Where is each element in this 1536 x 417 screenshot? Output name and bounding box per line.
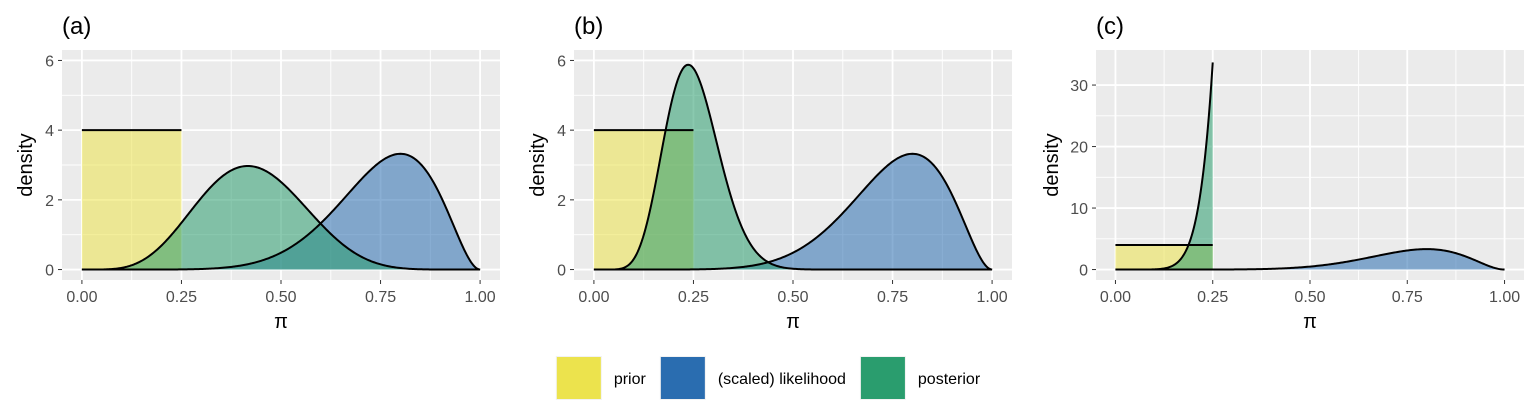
legend-swatch-prior — [556, 357, 601, 399]
x-tick-label: 0.50 — [777, 289, 808, 306]
y-axis-label: density — [1041, 133, 1063, 196]
series-line-posterior — [1115, 62, 1214, 271]
y-axis-label: density — [15, 133, 37, 196]
x-tick-label: 0.75 — [877, 289, 908, 306]
legend-item-posterior: posterior — [859, 356, 981, 400]
series-area-scaled-likelihood — [1115, 249, 1505, 270]
series-area-scaled-likelihood — [593, 153, 993, 270]
y-tick-label: 30 — [1070, 78, 1088, 95]
legend-swatch-posterior — [860, 357, 905, 399]
x-axis-label: π — [1303, 311, 1317, 333]
y-axis-label: density — [527, 133, 549, 196]
series-line-posterior — [593, 63, 993, 271]
series-area-posterior — [593, 64, 993, 270]
y-tick-label: 0 — [1079, 263, 1088, 280]
x-axis-label: π — [786, 311, 800, 333]
legend-label-posterior: posterior — [918, 371, 981, 388]
legend-label-likelihood: (scaled) likelihood — [718, 371, 846, 388]
y-tick-label: 6 — [45, 53, 54, 70]
legend-label-prior: prior — [614, 371, 647, 388]
x-tick-label: 0.25 — [678, 289, 709, 306]
panel-title: (b) — [574, 13, 603, 40]
legend: prior (scaled) likelihood posterior — [555, 356, 981, 400]
x-tick-label: 0.50 — [265, 289, 296, 306]
x-tick-label: 0.00 — [578, 289, 609, 306]
series-line-scaled-likelihood — [593, 152, 993, 271]
series-area-prior — [81, 130, 182, 270]
y-tick-label: 0 — [45, 263, 54, 280]
x-tick-label: 1.00 — [465, 289, 496, 306]
panel-c: 0.00 0.25 0.50 0.75 1.00 0 10 20 30 π density (c) — [1041, 13, 1524, 333]
series-line-scaled-likelihood — [1115, 248, 1505, 271]
x-tick-label: 0.75 — [1392, 289, 1423, 306]
y-tick-label: 6 — [557, 53, 566, 70]
y-tick-label: 4 — [45, 123, 54, 140]
x-tick-label: 0.00 — [1100, 289, 1131, 306]
series-area-posterior — [1115, 62, 1213, 270]
series-line-scaled-likelihood — [81, 152, 481, 271]
panel-a: 0.00 0.25 0.50 0.75 1.00 0 2 4 6 π density (a) — [15, 13, 500, 333]
series-area-scaled-likelihood — [81, 153, 481, 270]
legend-item-likelihood: (scaled) likelihood — [659, 356, 846, 400]
x-tick-label: 0.00 — [66, 289, 97, 306]
y-tick-label: 10 — [1070, 201, 1088, 218]
x-tick-label: 1.00 — [1489, 289, 1520, 306]
legend-item-prior: prior — [555, 356, 647, 400]
y-tick-label: 4 — [557, 123, 566, 140]
panel-b: 0.00 0.25 0.50 0.75 1.00 0 2 4 6 π density (b) — [527, 13, 1012, 333]
y-tick-label: 2 — [557, 193, 566, 210]
x-tick-label: 0.50 — [1294, 289, 1325, 306]
panel-title: (c) — [1096, 13, 1124, 40]
y-tick-label: 0 — [557, 263, 566, 280]
x-tick-label: 0.25 — [166, 289, 197, 306]
x-axis-label: π — [274, 311, 288, 333]
series-area-posterior — [81, 165, 481, 270]
legend-swatch-likelihood — [660, 357, 705, 399]
x-tick-label: 1.00 — [977, 289, 1008, 306]
series-line-posterior — [81, 164, 481, 271]
x-tick-label: 0.25 — [1197, 289, 1228, 306]
y-tick-label: 2 — [45, 193, 54, 210]
panel-title: (a) — [62, 13, 91, 40]
x-tick-label: 0.75 — [365, 289, 396, 306]
y-tick-label: 20 — [1070, 140, 1088, 157]
